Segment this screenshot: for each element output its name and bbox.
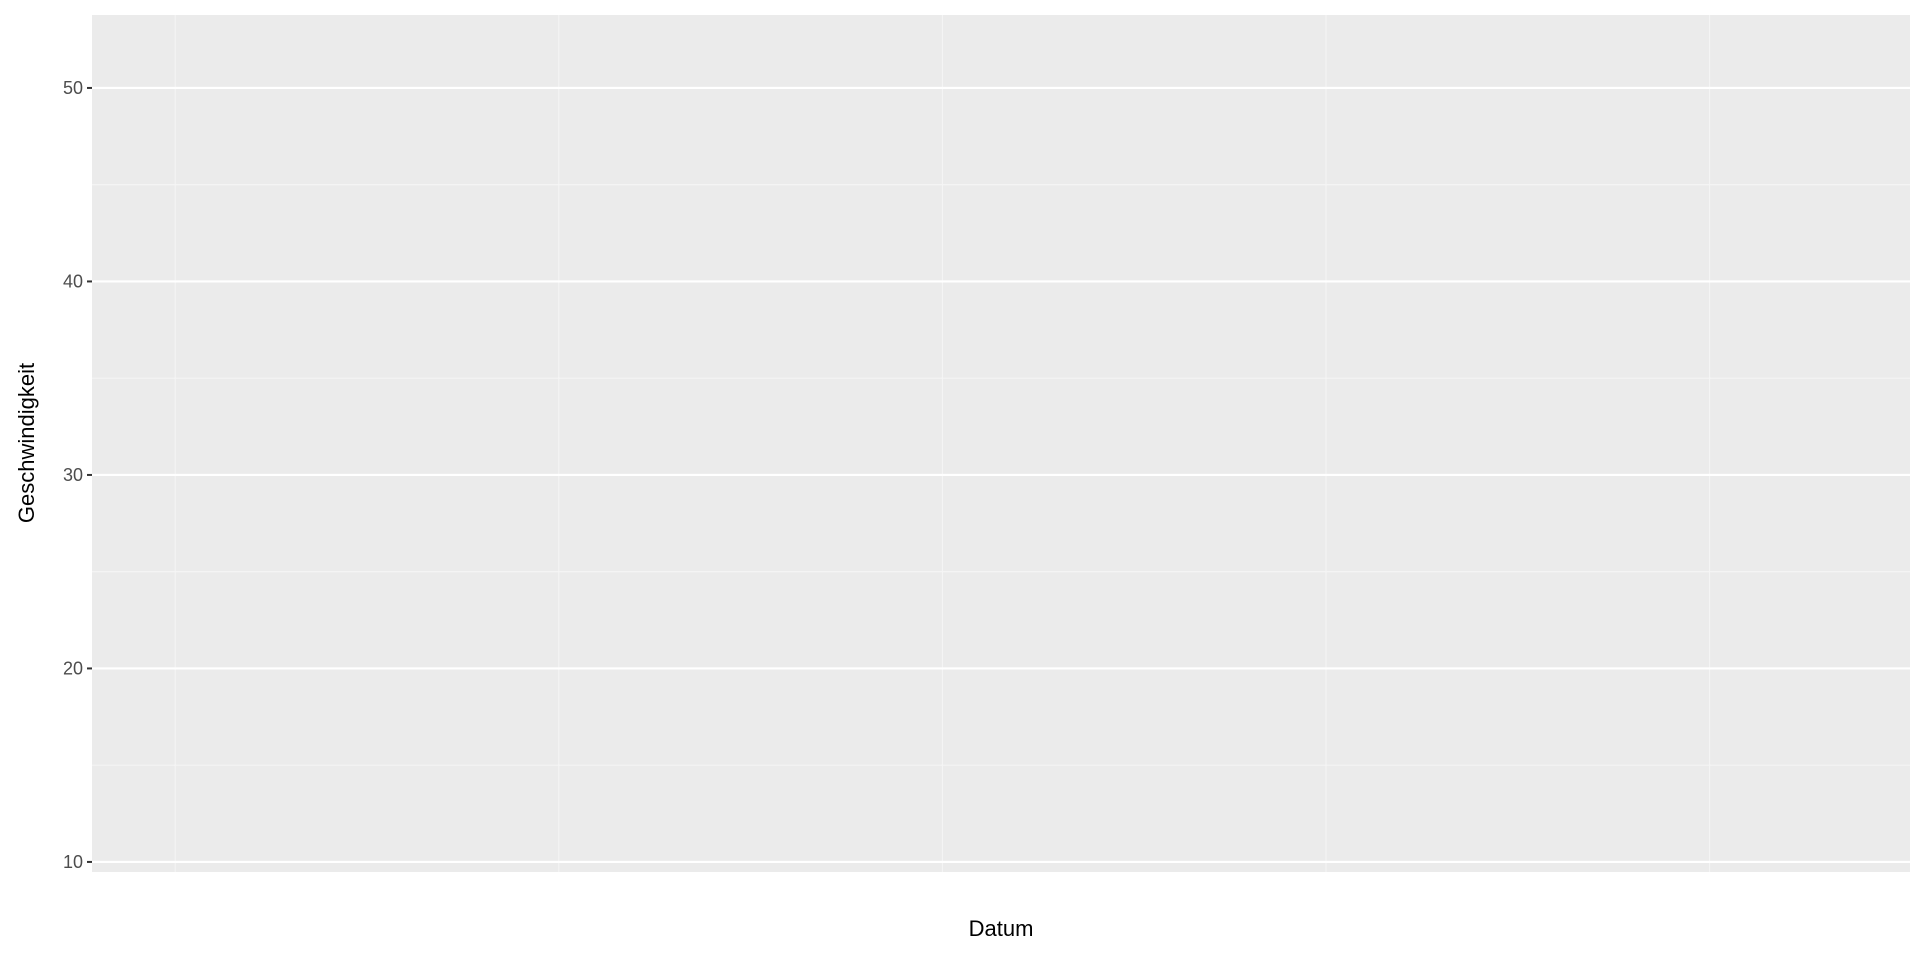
plot-panel [92,15,1910,872]
y-tick-label: 30 [63,465,83,485]
x-axis-title: Datum [969,916,1034,941]
y-tick-label: 20 [63,658,83,678]
y-axis-title: Geschwindigkeit [14,363,39,523]
y-tick-label: 10 [63,852,83,872]
y-tick-label: 50 [63,78,83,98]
y-axis: 10 20 30 40 50 [63,78,92,872]
major-gridlines [92,86,1910,864]
y-tick-label: 40 [63,271,83,291]
minor-gridlines [92,15,1910,872]
